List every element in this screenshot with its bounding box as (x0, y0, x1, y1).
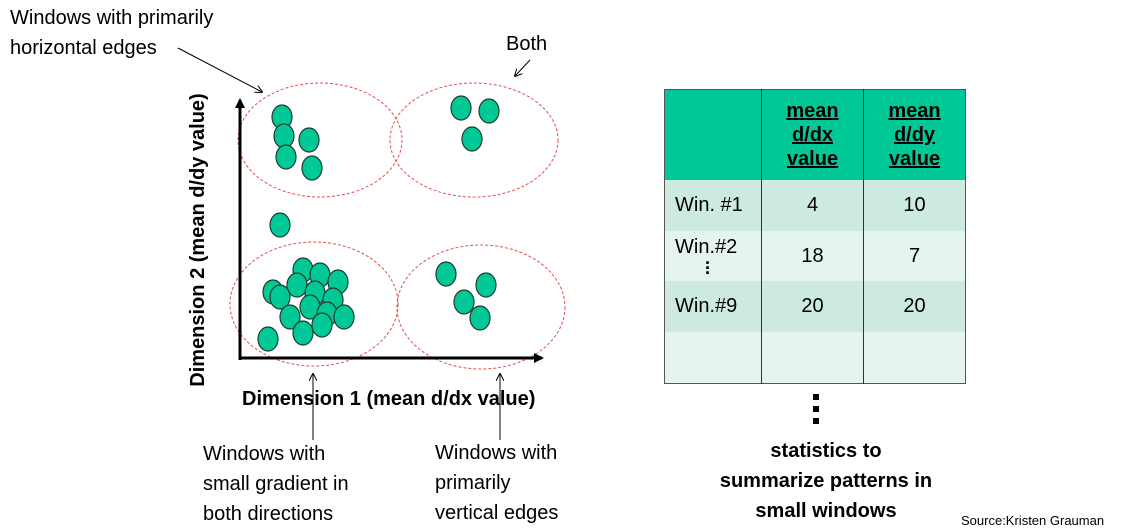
table-header-row: mean d/dx value mean d/dy value (664, 89, 966, 180)
cell-dx: 20 (761, 281, 864, 333)
row-label: Win. #1 (664, 180, 762, 231)
row-label-text: Win.#2 (675, 236, 738, 259)
row-label: Win.#9 (664, 281, 762, 333)
window-statistics-table: mean d/dx value mean d/dy value Win. #1 … (664, 89, 966, 384)
data-point (269, 212, 291, 238)
data-point (269, 284, 291, 310)
data-point (461, 126, 483, 152)
cluster-ellipse-both (389, 82, 559, 198)
y-axis-label: Dimension 2 (mean d/dy value) (187, 93, 209, 387)
cell-dy: 7 (863, 230, 966, 282)
annotation-small-gradient: Windows with small gradient in both dire… (203, 443, 349, 525)
table-header-dy: mean d/dy value (863, 89, 966, 180)
data-point (453, 289, 475, 315)
table-row: Win.#2 · · · 18 7 (664, 230, 966, 284)
data-point (275, 144, 297, 170)
cell-dx: 18 (761, 230, 864, 282)
data-points (257, 95, 500, 352)
data-point (292, 320, 314, 346)
row-ellipsis-dots: · · · (705, 253, 711, 284)
table-row (664, 332, 966, 384)
data-point (273, 123, 295, 149)
table-row: Win. #1 4 10 (664, 180, 966, 231)
source-credit: Source:Kristen Grauman (961, 513, 1105, 528)
data-point (257, 326, 279, 352)
data-point (469, 305, 491, 331)
feature-space-diagram (177, 47, 566, 440)
table-header-dx: mean d/dx value (761, 89, 864, 180)
cell-dx: 4 (761, 180, 864, 231)
cell-dy: 20 (863, 281, 966, 333)
cluster-ellipse-horizontal (237, 82, 403, 198)
cluster-ellipse-vertical (396, 244, 566, 370)
x-axis-label: Dimension 1 (mean d/dx value) (242, 388, 536, 410)
data-point (478, 98, 500, 124)
table-caption: statistics to summarize patterns in smal… (719, 440, 933, 522)
data-point (279, 304, 301, 330)
row-label (664, 332, 762, 384)
table-row: Win.#9 20 20 (664, 281, 966, 333)
data-point (298, 127, 320, 153)
pointer-horizontal-edges (177, 47, 262, 92)
data-point (301, 155, 323, 181)
annotation-horizontal-edges: Windows with primarily horizontal edges (10, 7, 214, 59)
data-point (435, 261, 457, 287)
data-point (450, 95, 472, 121)
data-point (311, 312, 333, 338)
pointer-both (515, 59, 531, 76)
annotation-vertical-edges: Windows with primarily vertical edges (435, 442, 559, 524)
cluster-ellipse-small-gradient (229, 241, 399, 367)
row-label: Win.#2 · · · (664, 230, 762, 284)
data-point (475, 272, 497, 298)
cell-dy (863, 332, 966, 384)
annotation-both: Both (506, 33, 548, 55)
data-point (333, 304, 355, 330)
cell-dx (761, 332, 864, 384)
table-header-blank (664, 89, 762, 180)
table-continuation-dots (813, 394, 819, 424)
cell-dy: 10 (863, 180, 966, 231)
